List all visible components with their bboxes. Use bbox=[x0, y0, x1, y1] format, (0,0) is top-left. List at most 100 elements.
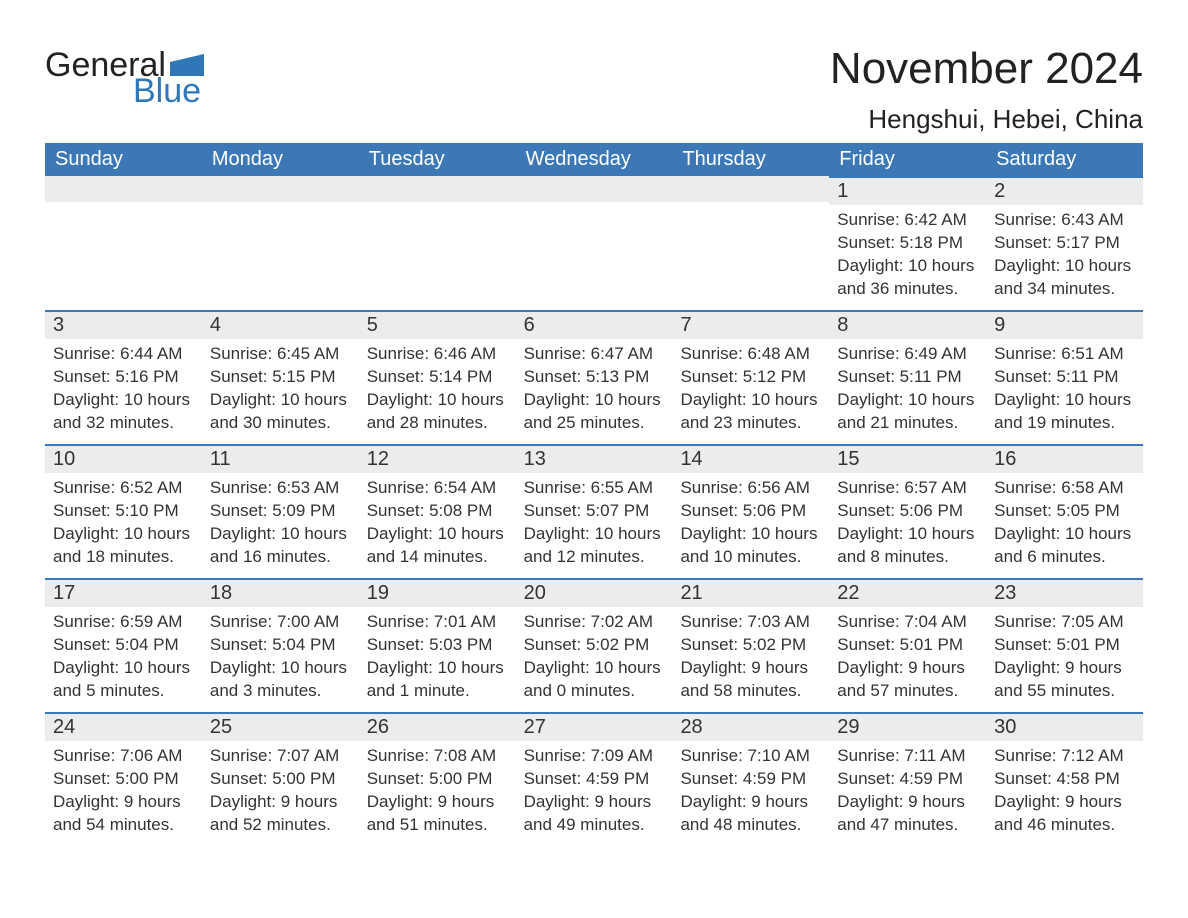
sunrise-text: Sunrise: 6:58 AM bbox=[994, 477, 1135, 500]
sunrise-text: Sunrise: 7:01 AM bbox=[367, 611, 508, 634]
sunset-text: Sunset: 5:13 PM bbox=[524, 366, 665, 389]
sunset-text: Sunset: 5:15 PM bbox=[210, 366, 351, 389]
daylight-text: Daylight: 9 hours and 49 minutes. bbox=[524, 791, 665, 837]
calendar-cell: 17Sunrise: 6:59 AMSunset: 5:04 PMDayligh… bbox=[45, 578, 202, 712]
sunrise-text: Sunrise: 6:59 AM bbox=[53, 611, 194, 634]
weeks-container: 1Sunrise: 6:42 AMSunset: 5:18 PMDaylight… bbox=[45, 176, 1143, 846]
cell-body: Sunrise: 7:08 AMSunset: 5:00 PMDaylight:… bbox=[359, 741, 516, 843]
daylight-text: Daylight: 10 hours and 1 minute. bbox=[367, 657, 508, 703]
cell-body: Sunrise: 6:43 AMSunset: 5:17 PMDaylight:… bbox=[986, 205, 1143, 307]
calendar-cell: 6Sunrise: 6:47 AMSunset: 5:13 PMDaylight… bbox=[516, 310, 673, 444]
cell-body: Sunrise: 6:48 AMSunset: 5:12 PMDaylight:… bbox=[672, 339, 829, 441]
day-number: 12 bbox=[359, 444, 516, 473]
day-number: 7 bbox=[672, 310, 829, 339]
day-header: Friday bbox=[829, 143, 986, 176]
calendar-cell: 18Sunrise: 7:00 AMSunset: 5:04 PMDayligh… bbox=[202, 578, 359, 712]
cell-body: Sunrise: 6:59 AMSunset: 5:04 PMDaylight:… bbox=[45, 607, 202, 709]
sunrise-text: Sunrise: 6:43 AM bbox=[994, 209, 1135, 232]
day-number: 15 bbox=[829, 444, 986, 473]
week-row: 10Sunrise: 6:52 AMSunset: 5:10 PMDayligh… bbox=[45, 444, 1143, 578]
day-number bbox=[202, 176, 359, 202]
calendar-cell: 1Sunrise: 6:42 AMSunset: 5:18 PMDaylight… bbox=[829, 176, 986, 310]
calendar-cell-empty bbox=[202, 176, 359, 310]
sunrise-text: Sunrise: 6:42 AM bbox=[837, 209, 978, 232]
cell-body bbox=[202, 202, 359, 212]
sunset-text: Sunset: 5:05 PM bbox=[994, 500, 1135, 523]
day-number: 9 bbox=[986, 310, 1143, 339]
day-number: 21 bbox=[672, 578, 829, 607]
week-row: 3Sunrise: 6:44 AMSunset: 5:16 PMDaylight… bbox=[45, 310, 1143, 444]
daylight-text: Daylight: 10 hours and 8 minutes. bbox=[837, 523, 978, 569]
sunrise-text: Sunrise: 6:47 AM bbox=[524, 343, 665, 366]
cell-body: Sunrise: 7:09 AMSunset: 4:59 PMDaylight:… bbox=[516, 741, 673, 843]
daylight-text: Daylight: 10 hours and 5 minutes. bbox=[53, 657, 194, 703]
sunset-text: Sunset: 5:00 PM bbox=[367, 768, 508, 791]
calendar: SundayMondayTuesdayWednesdayThursdayFrid… bbox=[45, 143, 1143, 846]
cell-body: Sunrise: 7:02 AMSunset: 5:02 PMDaylight:… bbox=[516, 607, 673, 709]
daylight-text: Daylight: 9 hours and 47 minutes. bbox=[837, 791, 978, 837]
day-number: 19 bbox=[359, 578, 516, 607]
sunrise-text: Sunrise: 7:06 AM bbox=[53, 745, 194, 768]
calendar-cell: 30Sunrise: 7:12 AMSunset: 4:58 PMDayligh… bbox=[986, 712, 1143, 846]
daylight-text: Daylight: 10 hours and 3 minutes. bbox=[210, 657, 351, 703]
daylight-text: Daylight: 10 hours and 23 minutes. bbox=[680, 389, 821, 435]
sunset-text: Sunset: 5:08 PM bbox=[367, 500, 508, 523]
cell-body: Sunrise: 7:07 AMSunset: 5:00 PMDaylight:… bbox=[202, 741, 359, 843]
sunset-text: Sunset: 5:14 PM bbox=[367, 366, 508, 389]
daylight-text: Daylight: 10 hours and 30 minutes. bbox=[210, 389, 351, 435]
daylight-text: Daylight: 10 hours and 0 minutes. bbox=[524, 657, 665, 703]
day-number: 8 bbox=[829, 310, 986, 339]
sunset-text: Sunset: 5:01 PM bbox=[994, 634, 1135, 657]
calendar-cell: 21Sunrise: 7:03 AMSunset: 5:02 PMDayligh… bbox=[672, 578, 829, 712]
sunset-text: Sunset: 5:10 PM bbox=[53, 500, 194, 523]
daylight-text: Daylight: 9 hours and 48 minutes. bbox=[680, 791, 821, 837]
logo: General Blue bbox=[45, 48, 204, 108]
cell-body bbox=[359, 202, 516, 212]
cell-body: Sunrise: 6:45 AMSunset: 5:15 PMDaylight:… bbox=[202, 339, 359, 441]
sunset-text: Sunset: 5:17 PM bbox=[994, 232, 1135, 255]
cell-body bbox=[672, 202, 829, 212]
calendar-cell-empty bbox=[516, 176, 673, 310]
day-number: 16 bbox=[986, 444, 1143, 473]
day-header: Sunday bbox=[45, 143, 202, 176]
sunset-text: Sunset: 4:59 PM bbox=[524, 768, 665, 791]
day-number bbox=[672, 176, 829, 202]
sunset-text: Sunset: 5:11 PM bbox=[837, 366, 978, 389]
cell-body: Sunrise: 6:57 AMSunset: 5:06 PMDaylight:… bbox=[829, 473, 986, 575]
calendar-cell: 28Sunrise: 7:10 AMSunset: 4:59 PMDayligh… bbox=[672, 712, 829, 846]
calendar-cell: 13Sunrise: 6:55 AMSunset: 5:07 PMDayligh… bbox=[516, 444, 673, 578]
sunrise-text: Sunrise: 6:49 AM bbox=[837, 343, 978, 366]
day-number bbox=[516, 176, 673, 202]
cell-body: Sunrise: 7:00 AMSunset: 5:04 PMDaylight:… bbox=[202, 607, 359, 709]
calendar-cell: 5Sunrise: 6:46 AMSunset: 5:14 PMDaylight… bbox=[359, 310, 516, 444]
day-number: 1 bbox=[829, 176, 986, 205]
day-number: 17 bbox=[45, 578, 202, 607]
daylight-text: Daylight: 10 hours and 10 minutes. bbox=[680, 523, 821, 569]
calendar-cell: 22Sunrise: 7:04 AMSunset: 5:01 PMDayligh… bbox=[829, 578, 986, 712]
calendar-cell: 2Sunrise: 6:43 AMSunset: 5:17 PMDaylight… bbox=[986, 176, 1143, 310]
day-header: Tuesday bbox=[359, 143, 516, 176]
daylight-text: Daylight: 10 hours and 6 minutes. bbox=[994, 523, 1135, 569]
day-number: 23 bbox=[986, 578, 1143, 607]
day-number: 27 bbox=[516, 712, 673, 741]
calendar-cell: 9Sunrise: 6:51 AMSunset: 5:11 PMDaylight… bbox=[986, 310, 1143, 444]
sunrise-text: Sunrise: 6:54 AM bbox=[367, 477, 508, 500]
calendar-cell-empty bbox=[672, 176, 829, 310]
cell-body bbox=[45, 202, 202, 212]
sunset-text: Sunset: 4:58 PM bbox=[994, 768, 1135, 791]
daylight-text: Daylight: 10 hours and 34 minutes. bbox=[994, 255, 1135, 301]
calendar-cell-empty bbox=[45, 176, 202, 310]
daylight-text: Daylight: 9 hours and 55 minutes. bbox=[994, 657, 1135, 703]
day-header: Monday bbox=[202, 143, 359, 176]
sunrise-text: Sunrise: 6:51 AM bbox=[994, 343, 1135, 366]
sunrise-text: Sunrise: 6:53 AM bbox=[210, 477, 351, 500]
sunset-text: Sunset: 5:04 PM bbox=[53, 634, 194, 657]
sunset-text: Sunset: 5:09 PM bbox=[210, 500, 351, 523]
sunrise-text: Sunrise: 6:45 AM bbox=[210, 343, 351, 366]
sunrise-text: Sunrise: 6:55 AM bbox=[524, 477, 665, 500]
cell-body: Sunrise: 7:12 AMSunset: 4:58 PMDaylight:… bbox=[986, 741, 1143, 843]
day-number: 6 bbox=[516, 310, 673, 339]
calendar-cell: 24Sunrise: 7:06 AMSunset: 5:00 PMDayligh… bbox=[45, 712, 202, 846]
sunrise-text: Sunrise: 7:05 AM bbox=[994, 611, 1135, 634]
daylight-text: Daylight: 10 hours and 21 minutes. bbox=[837, 389, 978, 435]
